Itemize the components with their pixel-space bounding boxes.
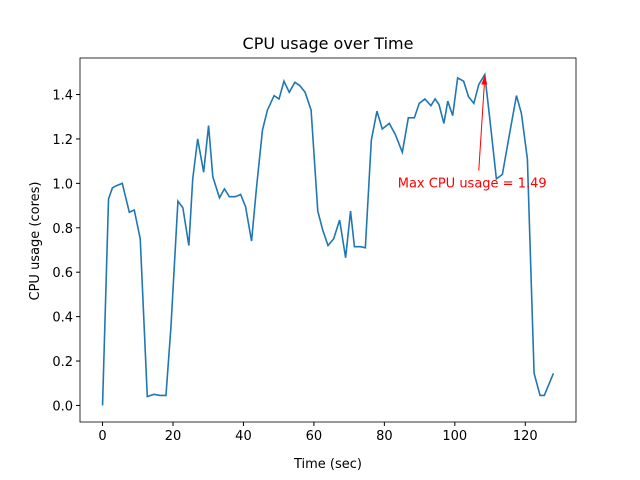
annotation-arrowhead xyxy=(481,75,488,85)
x-tick-label: 20 xyxy=(165,429,182,444)
annotation-arrow xyxy=(478,77,486,171)
annotation-text: Max CPU usage = 1.49 xyxy=(398,177,547,192)
x-tick-label: 120 xyxy=(513,429,538,444)
x-tick-label: 60 xyxy=(306,429,323,444)
y-tick-label: 1.2 xyxy=(52,133,73,148)
y-tick-label: 1.0 xyxy=(52,177,73,192)
x-tick-label: 0 xyxy=(98,429,106,444)
line xyxy=(101,72,555,406)
y-tick-label: 0.8 xyxy=(52,222,73,237)
x-tick-label: 100 xyxy=(442,429,467,444)
chart-title: CPU usage over Time xyxy=(243,34,414,53)
x-tick-label: 80 xyxy=(376,429,393,444)
y-tick-label: 0.2 xyxy=(52,355,73,370)
x-tick-label: 40 xyxy=(235,429,252,444)
y-tick-label: 0.0 xyxy=(52,399,73,414)
y-tick-label: 0.4 xyxy=(52,311,73,326)
plot-frame xyxy=(79,57,577,423)
y-axis-label: CPU usage (cores) xyxy=(28,182,43,301)
y-tick-label: 1.4 xyxy=(52,89,73,104)
y-tick-label: 0.6 xyxy=(52,266,73,281)
x-axis-label: Time (sec) xyxy=(293,457,362,472)
